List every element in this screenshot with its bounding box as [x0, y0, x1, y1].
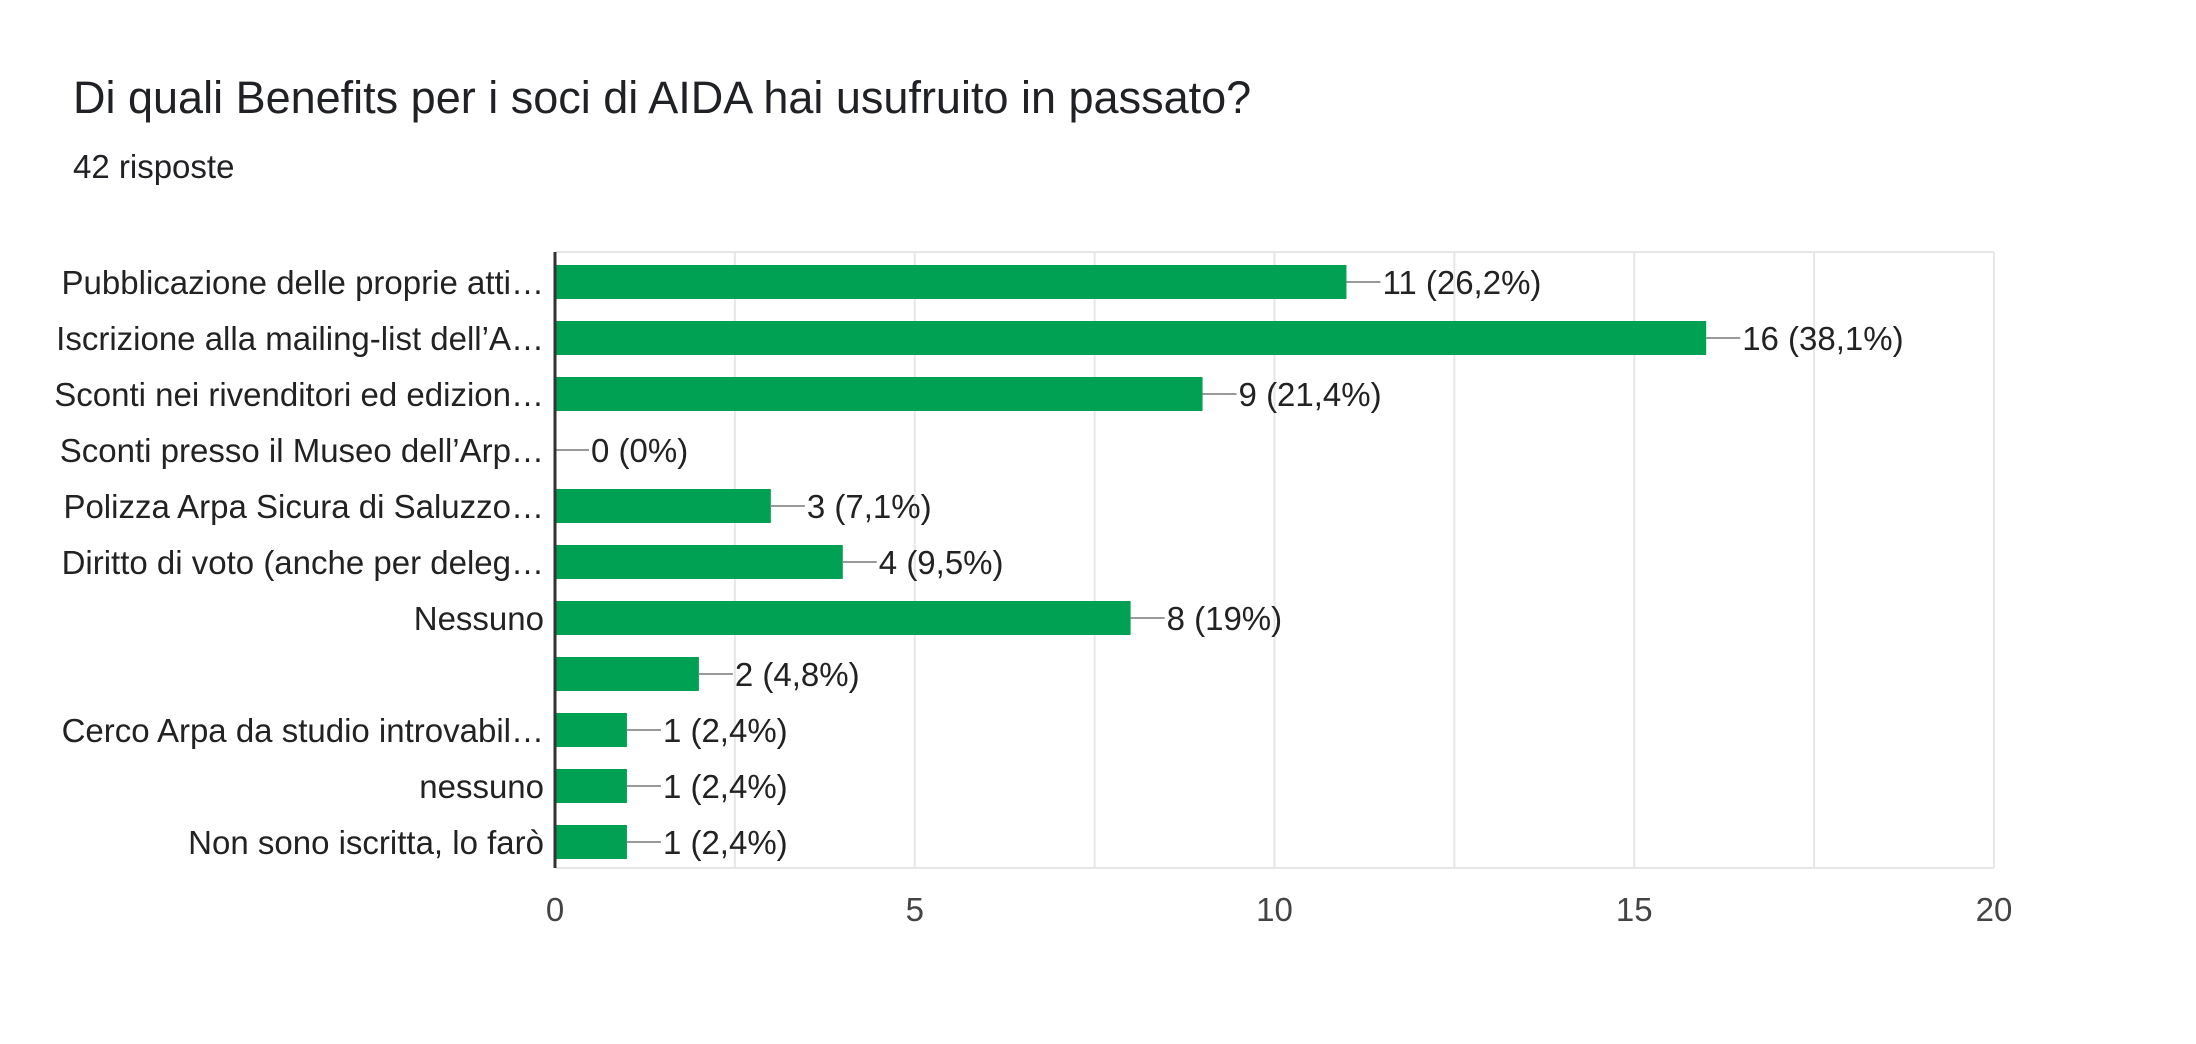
data-label: 1 (2,4%) — [663, 768, 788, 805]
x-tick-label: 5 — [906, 891, 924, 928]
category-label: Nessuno — [414, 600, 544, 637]
category-label: Cerco Arpa da studio introvabil… — [62, 712, 544, 749]
x-tick-label: 15 — [1616, 891, 1653, 928]
category-label: Iscrizione alla mailing-list dell’A… — [56, 320, 544, 357]
category-label: Polizza Arpa Sicura di Saluzzo… — [63, 488, 544, 525]
labels: 0 5 10 15 20 11 (26,2%) Pubblicazione delle pr… — [54, 252, 2012, 928]
bar — [555, 321, 1707, 355]
data-label: 8 (19%) — [1167, 600, 1283, 637]
data-label: 1 (2,4%) — [663, 712, 788, 749]
bar — [555, 657, 699, 691]
category-label: Sconti presso il Museo dell’Arp… — [60, 432, 544, 469]
bar — [555, 265, 1347, 299]
bar — [555, 489, 771, 523]
category-label: Non sono iscritta, lo farò — [188, 824, 544, 861]
category-label: Pubblicazione delle proprie atti… — [62, 264, 544, 301]
data-label: 3 (7,1%) — [807, 488, 932, 525]
bar — [555, 545, 843, 579]
x-tick-label: 20 — [1976, 891, 2013, 928]
x-tick-label: 10 — [1256, 891, 1293, 928]
bar — [555, 377, 1203, 411]
data-label: 2 (4,8%) — [735, 656, 860, 693]
response-count: 42 risposte — [73, 148, 235, 185]
category-label: Sconti nei rivenditori ed edizion… — [54, 376, 544, 413]
data-label: 4 (9,5%) — [879, 544, 1004, 581]
data-label: 1 (2,4%) — [663, 824, 788, 861]
bar — [555, 601, 1131, 635]
bar — [555, 825, 627, 859]
data-label: 0 (0%) — [591, 432, 688, 469]
x-tick-label: 0 — [546, 891, 564, 928]
category-label: Diritto di voto (anche per deleg… — [62, 544, 544, 581]
data-label: 11 (26,2%) — [1382, 264, 1541, 301]
bars — [555, 265, 1741, 859]
chart-title: Di quali Benefits per i soci di AIDA hai… — [73, 72, 1252, 123]
bar — [555, 769, 627, 803]
category-label: nessuno — [419, 768, 544, 805]
data-label: 9 (21,4%) — [1239, 376, 1382, 413]
bar — [555, 713, 627, 747]
data-label: 16 (38,1%) — [1742, 320, 1903, 357]
